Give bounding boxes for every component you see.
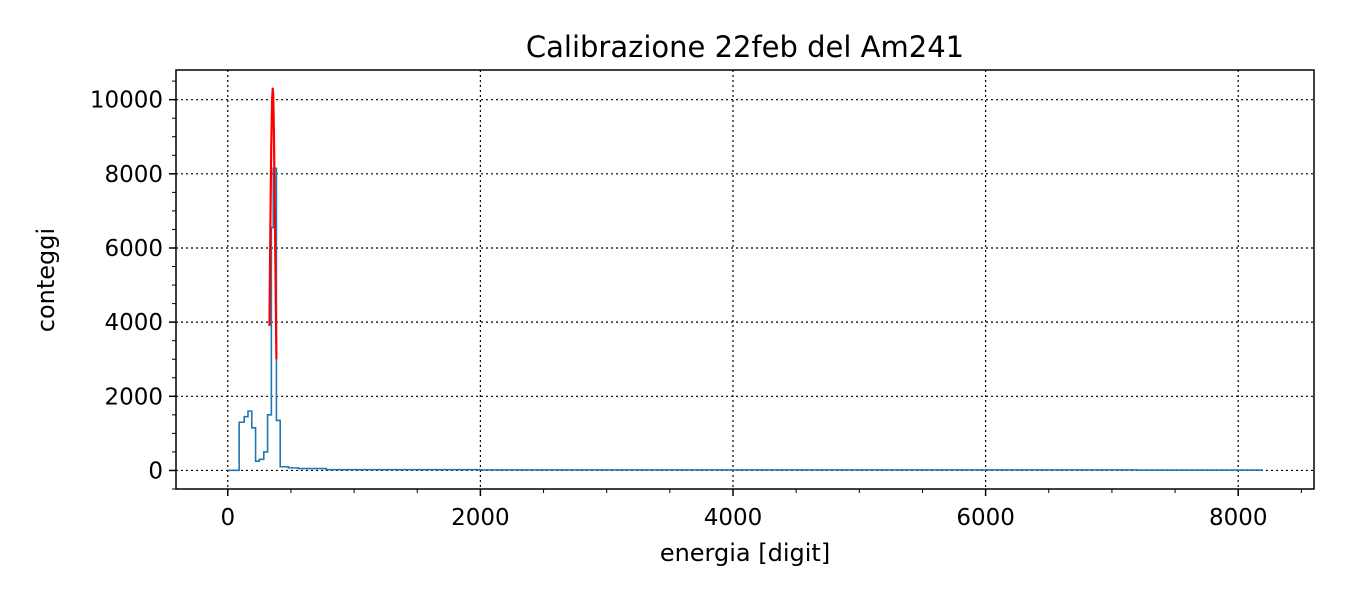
- fit-curve-series: [268, 87, 278, 360]
- plot-area: [227, 87, 1263, 472]
- plot-frame: [175, 69, 1315, 490]
- x-tick-label: 4000: [704, 505, 763, 531]
- x-tick-label: 2000: [451, 505, 510, 531]
- axis-ticks: 0 2000 4000 6000 8000 0 2000 4000 6000 8000 10000: [90, 80, 1302, 531]
- y-tick-label: 10000: [90, 88, 163, 114]
- x-tick-label: 8000: [1209, 505, 1268, 531]
- chart-title: Calibrazione 22feb del Am241: [526, 30, 964, 64]
- x-axis-label: energia [digit]: [660, 539, 830, 567]
- y-tick-label: 0: [148, 458, 163, 484]
- grid-lines: [176, 70, 1314, 489]
- y-tick-label: 8000: [104, 162, 163, 188]
- y-tick-label: 6000: [104, 236, 163, 262]
- y-tick-label: 2000: [104, 384, 163, 410]
- y-axis-label: conteggi: [32, 228, 60, 332]
- x-tick-label: 0: [220, 505, 235, 531]
- x-tick-label: 6000: [956, 505, 1015, 531]
- y-tick-label: 4000: [104, 310, 163, 336]
- histogram-series: [227, 167, 1263, 472]
